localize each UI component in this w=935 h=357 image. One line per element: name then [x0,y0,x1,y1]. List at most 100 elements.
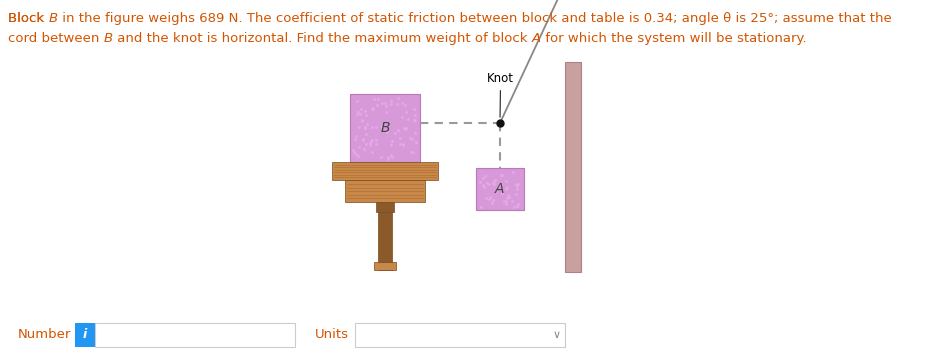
Point [365,106,380,112]
Point [498,178,513,184]
Point [350,99,365,104]
Point [403,135,418,141]
Point [493,181,508,186]
Point [396,141,410,146]
Point [364,150,379,155]
Point [367,96,381,102]
Point [346,147,361,153]
Point [406,106,421,112]
Point [357,126,372,131]
Point [510,183,525,189]
Point [368,141,383,147]
Point [357,108,372,114]
Text: A: A [531,32,540,45]
Point [375,100,390,106]
Point [356,146,371,152]
Point [359,121,374,127]
Point [379,130,394,135]
Point [397,126,412,131]
Point [405,136,420,142]
Point [352,124,367,130]
Point [404,149,419,155]
Point [379,103,394,109]
FancyBboxPatch shape [75,323,95,347]
Point [509,191,524,197]
Point [509,181,524,187]
Point [365,124,380,130]
Text: ∨: ∨ [553,330,561,340]
Point [498,201,513,207]
Point [391,127,406,132]
Point [494,172,509,178]
Point [384,138,399,144]
Bar [332,162,438,180]
Point [362,142,377,148]
Point [398,125,413,131]
FancyBboxPatch shape [355,323,565,347]
Point [507,204,522,210]
Text: Block: Block [8,12,49,25]
Text: B: B [104,32,113,45]
Point [485,201,500,206]
Point [363,141,378,146]
Point [384,152,399,158]
Point [477,174,492,179]
Point [511,201,525,206]
Point [486,181,501,186]
Point [511,181,525,186]
Point [358,131,373,136]
Point [401,117,416,122]
Point [351,109,366,115]
Point [349,151,364,157]
Point [406,149,421,155]
Point [358,112,373,118]
Point [389,101,404,106]
Point [397,102,412,108]
Point [476,184,491,190]
Point [500,192,515,198]
Bar [350,94,420,162]
Point [377,101,392,106]
Point [506,169,521,175]
Point [354,117,369,122]
Text: Block: Block [8,12,49,25]
Point [510,203,525,209]
Point [409,139,424,145]
Point [357,125,372,130]
Text: for which the system will be stationary.: for which the system will be stationary. [540,32,806,45]
Text: $B$: $B$ [380,121,390,135]
Point [408,130,423,136]
Point [381,156,396,161]
Point [407,117,422,123]
Point [374,123,389,129]
Point [496,198,511,204]
Point [366,105,381,111]
Point [479,196,494,201]
Point [369,102,384,108]
Point [399,109,414,115]
Point [396,125,411,131]
Point [392,141,407,147]
Point [373,155,388,160]
Text: Units: Units [315,328,349,342]
Point [355,137,370,142]
Point [365,137,380,142]
Point [355,136,370,142]
Point [352,111,367,117]
Point [473,204,488,210]
Text: $A$: $A$ [495,182,506,196]
Point [349,134,364,139]
Point [354,119,369,124]
Text: i: i [83,328,87,342]
Point [358,141,373,147]
Point [488,177,503,183]
Point [388,130,403,135]
Point [500,184,515,190]
Point [379,109,394,115]
Point [487,181,502,187]
Point [482,181,496,187]
Point [383,98,398,104]
Point [472,179,487,185]
Point [384,154,399,160]
Point [480,180,495,186]
